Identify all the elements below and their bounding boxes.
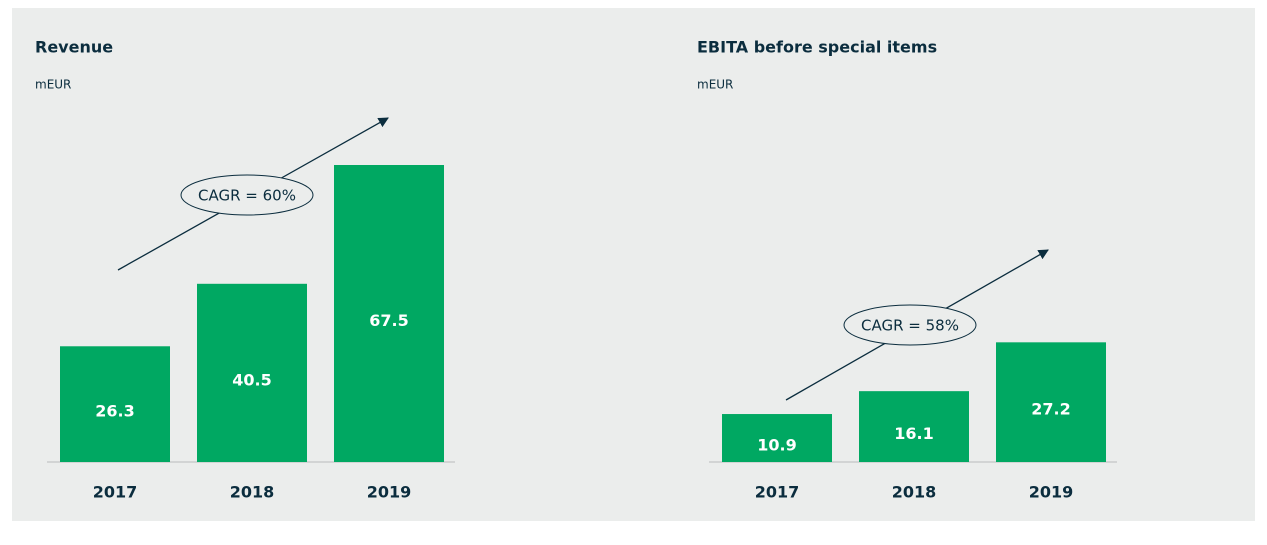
annotation-bubble: [180, 174, 314, 216]
bar-value-label: 67.5: [369, 311, 408, 330]
x-tick-label: 2017: [93, 483, 138, 502]
annotation: CAGR = 58%: [861, 317, 959, 335]
x-tick-label: 2019: [1029, 483, 1074, 502]
chart-subtitle: mEUR: [697, 78, 733, 92]
chart-subtitle: mEUR: [35, 78, 71, 92]
x-tick-label: 2018: [892, 483, 937, 502]
bar: [60, 346, 170, 462]
x-tick-label: 2018: [230, 483, 275, 502]
x-tick-label: 2017: [755, 483, 800, 502]
x-tick-label: 2019: [367, 483, 412, 502]
bar-value-label: 16.1: [894, 424, 933, 443]
chart-title: Revenue: [35, 38, 113, 57]
annotation-bubble: [843, 304, 977, 346]
chart-title: EBITA before special items: [697, 38, 937, 57]
bar: [996, 342, 1106, 462]
bar-value-label: 10.9: [757, 436, 796, 455]
annotation: CAGR = 60%: [198, 187, 296, 205]
bar-value-label: 26.3: [95, 402, 134, 421]
bar-value-label: 27.2: [1031, 400, 1070, 419]
bar-value-label: 40.5: [232, 370, 271, 389]
bar: [722, 414, 832, 462]
bar: [197, 283, 307, 462]
bar: [334, 165, 444, 462]
bar: [859, 391, 969, 462]
